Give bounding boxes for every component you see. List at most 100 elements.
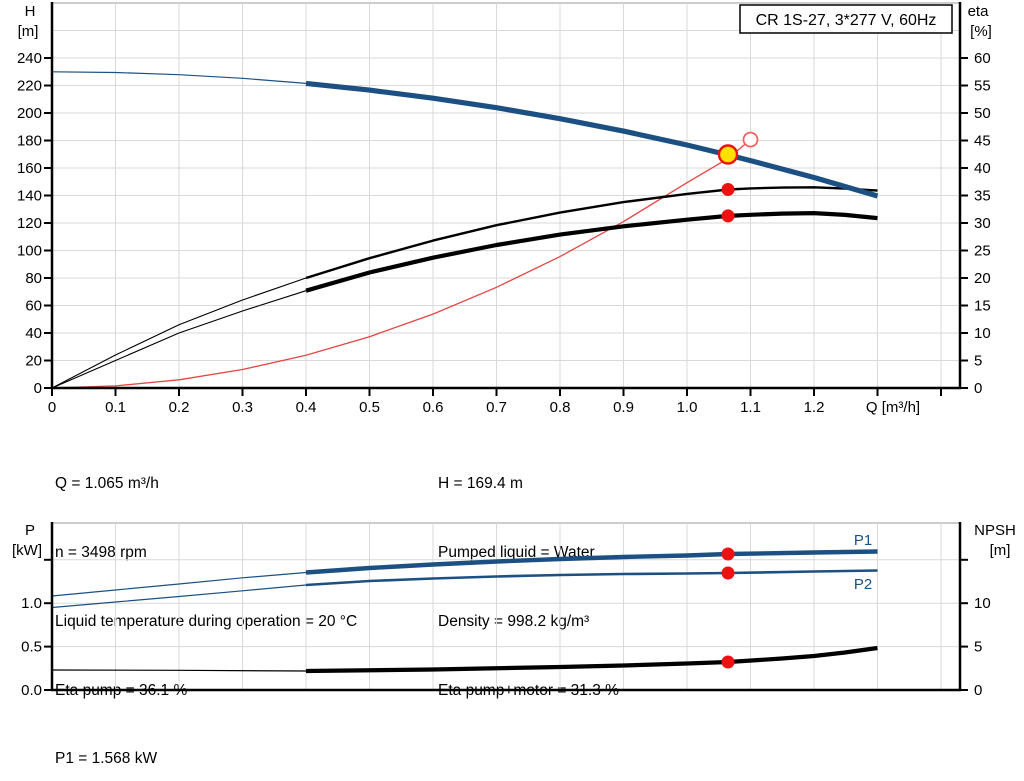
svg-text:100: 100 (17, 243, 42, 260)
svg-text:20: 20 (974, 270, 991, 287)
npsh-axis-unit: [m] (990, 542, 1011, 559)
title-box (739, 4, 953, 34)
svg-text:45: 45 (974, 133, 991, 150)
svg-text:220: 220 (17, 78, 42, 95)
svg-text:15: 15 (974, 298, 991, 315)
p2-point (721, 566, 735, 580)
svg-text:30: 30 (974, 215, 991, 232)
hq-chart: 240 220 200 180 160 140 120 100 80 60 40… (17, 2, 992, 416)
p2-curve (305, 569, 878, 587)
p-axis-unit: [kW] (12, 542, 42, 559)
svg-text:0.1: 0.1 (105, 399, 126, 416)
svg-text:0: 0 (974, 682, 982, 699)
horizontal-gridlines (52, 559, 960, 648)
svg-text:0.5: 0.5 (359, 399, 380, 416)
svg-text:120: 120 (17, 215, 42, 232)
h-tick-labels: 240 220 200 180 160 140 120 100 80 60 40… (17, 50, 42, 397)
svg-text:180: 180 (17, 133, 42, 150)
eta-pump-curve-thin (51, 277, 307, 389)
svg-text:1.1: 1.1 (740, 399, 761, 416)
requested-duty-point (742, 131, 759, 148)
h-axis-label: H (25, 3, 36, 20)
svg-text:50: 50 (974, 105, 991, 122)
svg-text:1.0: 1.0 (21, 595, 42, 612)
svg-text:40: 40 (25, 325, 42, 342)
npsh-curve-thin (51, 669, 307, 672)
svg-text:0.2: 0.2 (169, 399, 190, 416)
p2-curve-thin (51, 584, 307, 609)
svg-text:60: 60 (25, 298, 42, 315)
p1-curve-label: P1 (854, 532, 872, 549)
svg-text:1.0: 1.0 (677, 399, 698, 416)
p1-value: P1 = 1.568 kW (55, 750, 158, 767)
operating-data-right: H = 169.4 m Pumped liquid = Water Densit… (438, 426, 619, 748)
svg-text:35: 35 (974, 188, 991, 205)
eta-pump-point (721, 183, 735, 196)
npsh-point (721, 655, 735, 669)
svg-text:10: 10 (974, 325, 991, 342)
pump-title: CR 1S-27, 3*277 V, 60Hz (756, 12, 937, 29)
left-axis-ticks (44, 558, 52, 691)
svg-text:140: 140 (17, 188, 42, 205)
eta-axis-unit: [%] (970, 23, 992, 40)
speed-value: n = 3498 rpm (55, 544, 147, 561)
duty-point[interactable] (717, 144, 739, 165)
vertical-gridlines (115, 3, 942, 388)
svg-text:0: 0 (974, 380, 982, 397)
right-axis-ticks (960, 558, 968, 691)
x-axis-ticks (51, 388, 942, 396)
svg-text:0.3: 0.3 (232, 399, 253, 416)
h-axis-unit: [m] (18, 23, 39, 40)
svg-text:20: 20 (25, 353, 42, 370)
eta-pump-motor-curve-thin (51, 290, 307, 389)
p1-curve (305, 549, 878, 575)
npsh-axis-label: NPSH (974, 522, 1016, 539)
head-curve-thin (51, 71, 307, 84)
svg-text:0.6: 0.6 (423, 399, 444, 416)
svg-text:60: 60 (974, 50, 991, 67)
svg-text:5: 5 (974, 639, 982, 656)
eta-tick-labels: 60 55 50 45 40 35 30 25 20 15 10 5 0 (974, 50, 991, 397)
p1-curve-thin (51, 571, 307, 597)
svg-text:240: 240 (17, 50, 42, 67)
svg-text:1.2: 1.2 (804, 399, 825, 416)
system-curve (51, 139, 751, 389)
eta-pump-motor-point (721, 209, 735, 223)
svg-text:0.5: 0.5 (21, 639, 42, 656)
svg-text:0: 0 (34, 380, 42, 397)
svg-text:0.9: 0.9 (613, 399, 634, 416)
svg-text:160: 160 (17, 160, 42, 177)
eta-pump-motor-curve (305, 211, 878, 293)
svg-text:0.4: 0.4 (296, 399, 317, 416)
svg-text:5: 5 (974, 353, 982, 370)
x-axis-unit-label: Q [m³/h] (866, 399, 920, 416)
npsh-tick-labels: 10 5 0 (974, 595, 991, 699)
p2-curve-label: P2 (854, 576, 872, 593)
p-axis-label: P (25, 522, 35, 539)
head-curve (305, 80, 879, 199)
npsh-curve (305, 645, 878, 674)
svg-text:40: 40 (974, 160, 991, 177)
eta-axis-label: eta (968, 3, 990, 20)
liquid-temperature: Liquid temperature during operation = 20… (55, 613, 358, 630)
power-data: P1 = 1.568 kW P2 = 1.361 kW NPSH = 3.63 … (55, 701, 163, 781)
p1-point (721, 547, 735, 561)
right-axis-ticks (960, 57, 968, 389)
vertical-gridlines (115, 523, 942, 690)
svg-text:0: 0 (48, 399, 56, 416)
power-npsh-chart: 1.0 0.5 0.0 10 5 0 P [kW] NPSH [m] P1 P2 (12, 522, 1016, 699)
svg-text:10: 10 (974, 595, 991, 612)
p-tick-labels: 1.0 0.5 0.0 (21, 595, 42, 699)
svg-text:0.8: 0.8 (550, 399, 571, 416)
horizontal-gridlines (52, 30, 960, 361)
svg-text:0.0: 0.0 (21, 682, 42, 699)
svg-text:55: 55 (974, 78, 991, 95)
q-tick-labels: 0 0.1 0.2 0.3 0.4 0.5 0.6 0.7 0.8 0.9 1.… (48, 399, 825, 416)
svg-text:0.7: 0.7 (486, 399, 507, 416)
h-value: H = 169.4 m (438, 475, 523, 492)
left-axis-ticks (44, 57, 52, 389)
svg-text:25: 25 (974, 243, 991, 260)
svg-text:80: 80 (25, 270, 42, 287)
q-value: Q = 1.065 m³/h (55, 475, 159, 492)
